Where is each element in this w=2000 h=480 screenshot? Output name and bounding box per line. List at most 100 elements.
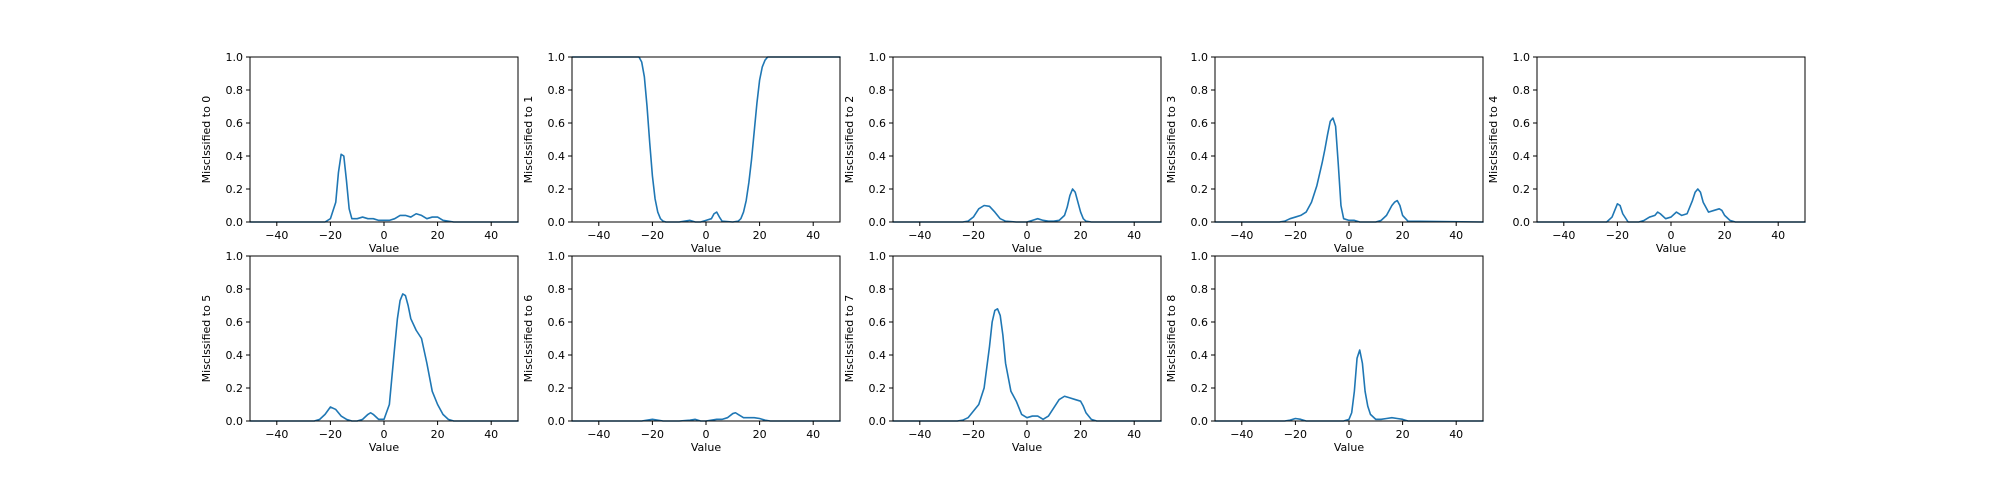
x-axis-label-6: Value xyxy=(691,441,721,454)
subplot-4: −40 −20 0 20 40 0.0 0.2 0.4 0.6 0.8 1.0 Value Miscls… xyxy=(1487,51,1806,255)
y-tick-label-3-0: 0.0 xyxy=(1191,216,1209,229)
y-tick-label-8-3: 0.6 xyxy=(1191,316,1209,329)
y-axis-label-1: Misclssified to 1 xyxy=(522,96,535,184)
x-tick-label-0-1: −20 xyxy=(319,229,342,242)
y-tick-label-5-4: 0.8 xyxy=(226,283,244,296)
y-tick-label-7-1: 0.2 xyxy=(869,382,887,395)
x-tick-label-6-3: 20 xyxy=(753,428,767,441)
y-tick-label-5-2: 0.4 xyxy=(226,349,244,362)
y-tick-label-1-1: 0.2 xyxy=(548,183,566,196)
x-tick-label-8-1: −20 xyxy=(1284,428,1307,441)
x-tick-label-1-1: −20 xyxy=(641,229,664,242)
subplot-8: −40 −20 0 20 40 0.0 0.2 0.4 0.6 0.8 1.0 Value Miscls… xyxy=(1165,250,1484,454)
x-tick-label-8-4: 40 xyxy=(1449,428,1463,441)
x-tick-label-5-3: 20 xyxy=(431,428,445,441)
x-tick-label-8-2: 0 xyxy=(1346,428,1353,441)
axes-frame-7 xyxy=(892,255,1162,422)
x-axis-label-3: Value xyxy=(1334,242,1364,255)
y-tick-label-1-0: 0.0 xyxy=(548,216,566,229)
y-tick-label-0-1: 0.2 xyxy=(226,183,244,196)
x-tick-label-3-2: 0 xyxy=(1346,229,1353,242)
y-tick-label-0-3: 0.6 xyxy=(226,117,244,130)
y-tick-label-7-4: 0.8 xyxy=(869,283,887,296)
x-axis-label-7: Value xyxy=(1012,441,1042,454)
axes-frame-6 xyxy=(571,255,841,422)
y-tick-label-0-0: 0.0 xyxy=(226,216,244,229)
y-tick-label-0-2: 0.4 xyxy=(226,150,244,163)
y-tick-label-8-1: 0.2 xyxy=(1191,382,1209,395)
y-tick-label-2-2: 0.4 xyxy=(869,150,887,163)
x-tick-label-3-1: −20 xyxy=(1284,229,1307,242)
y-tick-label-2-3: 0.6 xyxy=(869,117,887,130)
subplot-3: −40 −20 0 20 40 0.0 0.2 0.4 0.6 0.8 1.0 Value Miscls… xyxy=(1165,51,1484,255)
y-tick-label-3-3: 0.6 xyxy=(1191,117,1209,130)
y-axis-label-4: Misclssified to 4 xyxy=(1487,96,1500,184)
y-tick-label-2-4: 0.8 xyxy=(869,84,887,97)
y-tick-label-7-0: 0.0 xyxy=(869,415,887,428)
x-tick-label-2-4: 40 xyxy=(1127,229,1141,242)
x-tick-label-7-0: −40 xyxy=(908,428,931,441)
x-tick-label-0-4: 40 xyxy=(484,229,498,242)
y-axis-label-7: Misclssified to 7 xyxy=(843,295,856,383)
x-tick-label-0-2: 0 xyxy=(381,229,388,242)
x-tick-label-5-4: 40 xyxy=(484,428,498,441)
x-tick-label-2-2: 0 xyxy=(1024,229,1031,242)
y-tick-label-2-0: 0.0 xyxy=(869,216,887,229)
x-tick-label-2-1: −20 xyxy=(962,229,985,242)
y-tick-label-6-3: 0.6 xyxy=(548,316,566,329)
y-tick-label-3-1: 0.2 xyxy=(1191,183,1209,196)
y-tick-label-6-4: 0.8 xyxy=(548,283,566,296)
x-tick-label-5-1: −20 xyxy=(319,428,342,441)
x-axis-label-8: Value xyxy=(1334,441,1364,454)
density-line-1 xyxy=(571,56,841,223)
axes-frame-5 xyxy=(249,255,519,422)
x-tick-label-2-0: −40 xyxy=(908,229,931,242)
density-line-8 xyxy=(1214,349,1484,422)
y-tick-label-1-5: 1.0 xyxy=(548,51,566,64)
x-tick-label-1-2: 0 xyxy=(703,229,710,242)
subplot-5: −40 −20 0 20 40 0.0 0.2 0.4 0.6 0.8 1.0 Value Miscls… xyxy=(200,250,519,454)
y-axis-label-3: Misclssified to 3 xyxy=(1165,96,1178,184)
y-tick-label-8-0: 0.0 xyxy=(1191,415,1209,428)
y-tick-label-4-5: 1.0 xyxy=(1513,51,1531,64)
x-tick-label-0-0: −40 xyxy=(265,229,288,242)
y-tick-label-0-5: 1.0 xyxy=(226,51,244,64)
x-tick-label-2-3: 20 xyxy=(1074,229,1088,242)
x-tick-label-8-3: 20 xyxy=(1396,428,1410,441)
y-tick-label-3-2: 0.4 xyxy=(1191,150,1209,163)
subplot-0: −40 −20 0 20 40 0.0 0.2 0.4 0.6 0.8 1.0 Value Miscls… xyxy=(200,51,519,255)
y-tick-label-1-4: 0.8 xyxy=(548,84,566,97)
y-axis-label-6: Misclssified to 6 xyxy=(522,295,535,383)
x-tick-label-7-4: 40 xyxy=(1127,428,1141,441)
y-tick-label-6-1: 0.2 xyxy=(548,382,566,395)
x-tick-label-7-3: 20 xyxy=(1074,428,1088,441)
density-line-7 xyxy=(892,308,1162,422)
x-tick-label-4-3: 20 xyxy=(1718,229,1732,242)
x-tick-label-1-4: 40 xyxy=(806,229,820,242)
axes-frame-2 xyxy=(892,56,1162,223)
y-tick-label-8-5: 1.0 xyxy=(1191,250,1209,263)
x-tick-label-7-1: −20 xyxy=(962,428,985,441)
subplot-7: −40 −20 0 20 40 0.0 0.2 0.4 0.6 0.8 1.0 Value Miscls… xyxy=(843,250,1162,454)
axes-frame-8 xyxy=(1214,255,1484,422)
axes-frame-0 xyxy=(249,56,519,223)
y-tick-label-2-1: 0.2 xyxy=(869,183,887,196)
density-line-6 xyxy=(571,411,841,422)
x-axis-label-4: Value xyxy=(1656,242,1686,255)
y-tick-label-5-3: 0.6 xyxy=(226,316,244,329)
x-tick-label-3-4: 40 xyxy=(1449,229,1463,242)
x-tick-label-0-3: 20 xyxy=(431,229,445,242)
density-line-2 xyxy=(892,188,1162,223)
y-tick-label-1-3: 0.6 xyxy=(548,117,566,130)
axes-frame-3 xyxy=(1214,56,1484,223)
axes-frame-4 xyxy=(1536,56,1806,223)
subplot-1: −40 −20 0 20 40 0.0 0.2 0.4 0.6 0.8 1.0 Value Miscls… xyxy=(522,51,841,255)
axes-frame-1 xyxy=(571,56,841,223)
density-line-4 xyxy=(1536,188,1806,223)
x-tick-label-6-2: 0 xyxy=(703,428,710,441)
density-line-5 xyxy=(249,293,519,422)
x-tick-label-4-2: 0 xyxy=(1668,229,1675,242)
density-line-3 xyxy=(1214,117,1484,223)
y-axis-label-0: Misclssified to 0 xyxy=(200,96,213,184)
